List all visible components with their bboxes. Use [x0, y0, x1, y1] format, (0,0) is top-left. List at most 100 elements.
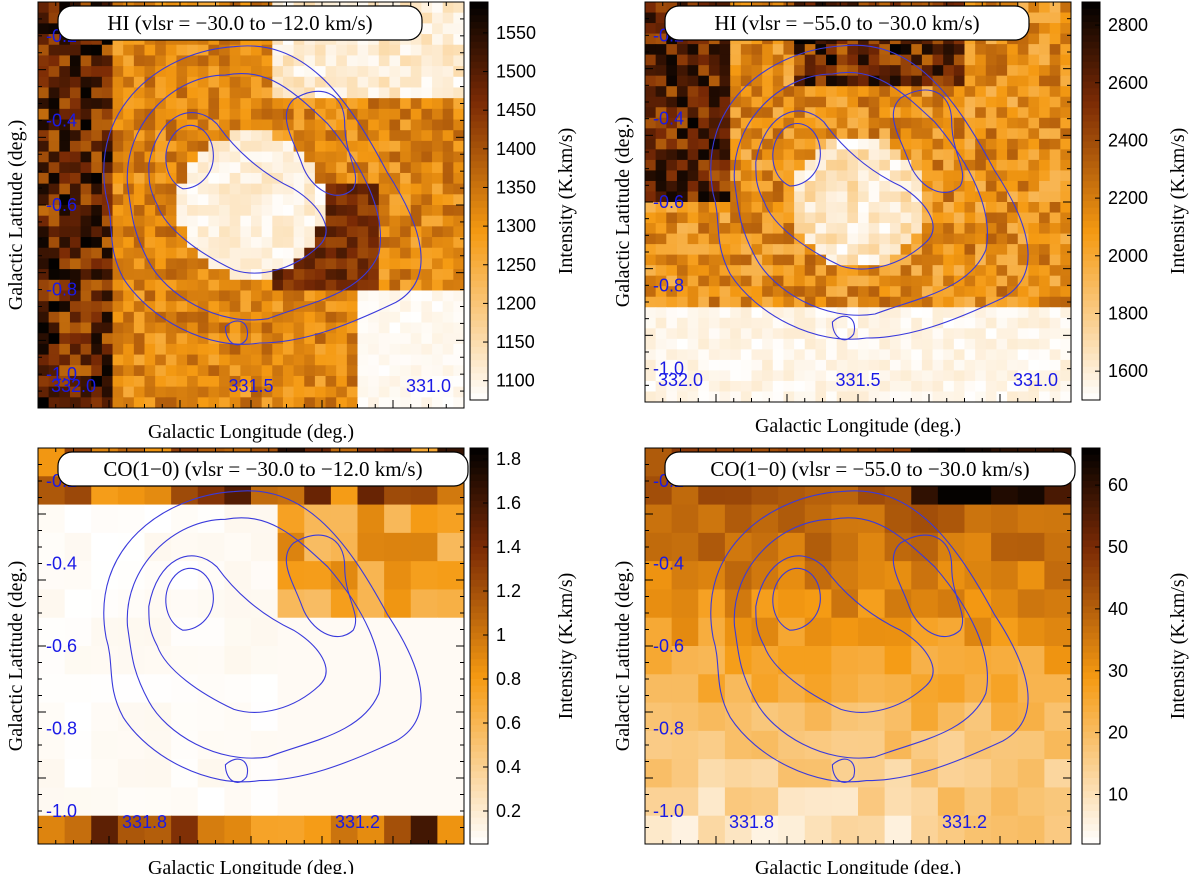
- heatmap-cell: [698, 159, 710, 172]
- heatmap-cell: [762, 254, 774, 266]
- heatmap-cell: [655, 191, 667, 203]
- heatmap-cell: [666, 75, 678, 87]
- heatmap-cell: [251, 247, 263, 260]
- heatmap-cell: [293, 290, 305, 302]
- heatmap-cell: [826, 138, 838, 150]
- heatmap-cell: [985, 380, 998, 393]
- heatmap-cell: [719, 223, 731, 235]
- heatmap-cell: [336, 194, 348, 206]
- heatmap-cell: [1007, 286, 1019, 298]
- heatmap-cell: [996, 223, 1008, 235]
- heatmap-cell: [719, 296, 731, 308]
- heatmap-cell: [48, 301, 60, 313]
- heatmap-cell: [133, 44, 146, 57]
- heatmap-cell: [437, 646, 464, 675]
- heatmap-cell: [91, 44, 103, 57]
- heatmap-cell: [879, 54, 891, 66]
- heatmap-cell: [858, 212, 870, 224]
- heatmap-cell: [336, 151, 348, 163]
- heatmap-cell: [889, 138, 902, 150]
- heatmap-cell: [144, 140, 156, 153]
- heatmap-cell: [1028, 370, 1040, 382]
- heatmap-cell: [38, 646, 66, 675]
- heatmap-cell: [282, 130, 295, 142]
- heatmap-cell: [666, 170, 678, 182]
- heatmap-cell: [783, 265, 795, 277]
- heatmap-cell: [453, 354, 464, 366]
- heatmap-cell: [224, 674, 252, 704]
- heatmap-cell: [325, 301, 337, 313]
- heatmap-cell: [442, 44, 454, 57]
- heatmap-cell: [48, 44, 60, 57]
- heatmap-cell: [1060, 159, 1071, 172]
- heatmap-cell: [858, 149, 870, 161]
- heatmap-cell: [171, 532, 199, 562]
- heatmap-cell: [645, 702, 673, 732]
- heatmap-cell: [293, 98, 305, 110]
- heatmap-cell: [197, 386, 209, 398]
- heatmap-cell: [197, 237, 209, 249]
- heatmap-cell: [921, 286, 934, 298]
- heatmap-cell: [996, 128, 1008, 140]
- heatmap-cell: [261, 119, 273, 131]
- heatmap-cell: [272, 226, 284, 238]
- heatmap-cell: [740, 254, 753, 266]
- heatmap-cell: [112, 226, 124, 238]
- heatmap-cell: [261, 172, 273, 185]
- heatmap-cell: [400, 140, 412, 153]
- heatmap-cell: [112, 322, 124, 334]
- heatmap-cell: [847, 286, 859, 298]
- heatmap-cell: [261, 151, 273, 163]
- heatmap-cell: [59, 354, 71, 366]
- heatmap-cell: [400, 365, 412, 377]
- colorbar-swatch: [470, 68, 488, 76]
- heatmap-cell: [69, 354, 82, 366]
- heatmap-cell: [1039, 223, 1051, 235]
- heatmap-cell: [879, 296, 891, 308]
- heatmap-cell: [389, 98, 401, 110]
- heatmap-cell: [964, 349, 976, 361]
- heatmap-cell: [123, 194, 135, 206]
- heatmap-cell: [155, 226, 167, 238]
- heatmap-cell: [1007, 159, 1019, 172]
- heatmap-cell: [975, 307, 987, 319]
- heatmap-cell: [432, 23, 444, 35]
- heatmap-cell: [272, 130, 284, 142]
- heatmap-cell: [911, 787, 939, 817]
- heatmap-cell: [38, 2, 50, 14]
- heatmap-cell: [1049, 128, 1061, 140]
- colorbar-swatch: [1082, 366, 1100, 375]
- heatmap-cell: [778, 589, 806, 619]
- heatmap-cell: [698, 138, 710, 150]
- heatmap-cell: [666, 275, 678, 287]
- heatmap-cell: [804, 117, 816, 129]
- heatmap-cell: [751, 191, 763, 203]
- heatmap-cell: [384, 589, 412, 619]
- heatmap-cell: [783, 191, 795, 203]
- heatmap-cell: [64, 815, 92, 844]
- colorbar-swatch: [1082, 333, 1100, 341]
- heatmap-cell: [277, 674, 305, 704]
- heatmap-cell: [261, 205, 273, 217]
- heatmap-cell: [985, 65, 998, 77]
- heatmap-cell: [698, 532, 726, 562]
- heatmap-cell: [889, 317, 902, 329]
- heatmap-cell: [144, 215, 156, 227]
- heatmap-cell: [144, 172, 156, 185]
- heatmap-cell: [687, 159, 699, 172]
- heatmap-cell: [368, 237, 380, 249]
- heatmap-cell: [719, 233, 731, 245]
- heatmap-cell: [197, 375, 209, 388]
- colorbar-swatch: [1082, 461, 1100, 469]
- heatmap-cell: [932, 307, 944, 319]
- heatmap-cell: [783, 96, 795, 108]
- heatmap-cell: [698, 646, 726, 675]
- colorbar-swatch: [1082, 386, 1100, 394]
- heatmap-cell: [1049, 307, 1061, 319]
- heatmap-cell: [112, 365, 124, 377]
- heatmap-cell: [719, 75, 731, 87]
- heatmap-cell: [421, 98, 433, 110]
- heatmap-cell: [64, 730, 92, 760]
- heatmap-cell: [826, 212, 838, 224]
- heatmap-cell: [101, 365, 114, 377]
